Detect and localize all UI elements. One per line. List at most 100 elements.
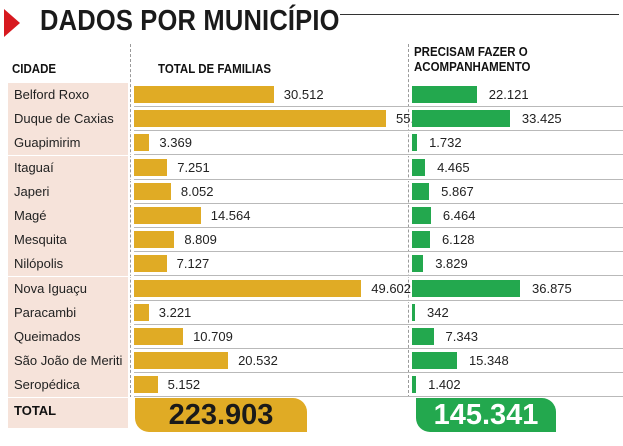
row-divider — [134, 299, 623, 301]
value-label-acomp: 33.425 — [521, 111, 562, 127]
column-header-acomp: PRECISAM FAZER O ACOMPANHAMENTO — [414, 45, 530, 75]
city-cell: Nilópolis — [8, 252, 128, 277]
value-label-acomp: 1.402 — [428, 377, 461, 393]
table-row: Mesquita 8.809 6.128 — [8, 228, 623, 254]
bar-acompanhamento — [412, 207, 431, 224]
page-title: DADOS POR MUNICÍPIO — [40, 5, 340, 37]
city-cell: Mesquita — [8, 228, 128, 253]
city-cell: Japeri — [8, 179, 128, 204]
table-row: Itaguaí 7.251 4.465 — [8, 155, 623, 181]
city-cell: Seropédica — [8, 373, 128, 398]
total-familias-badge: 223.903 — [135, 398, 307, 432]
value-label-acomp: 3.829 — [435, 256, 468, 272]
city-name: Paracambi — [14, 304, 77, 320]
value-label-acomp: 36.875 — [532, 280, 572, 296]
table-row: Japeri 8.052 5.867 — [8, 179, 623, 205]
city-name: Japeri — [14, 183, 50, 199]
row-divider — [134, 178, 623, 180]
row-divider — [134, 227, 623, 228]
row-divider — [134, 106, 623, 107]
city-name: Nilópolis — [14, 256, 64, 272]
bar-acompanhamento — [412, 231, 430, 249]
bar-acompanhamento — [412, 303, 415, 321]
value-label-total: 10.709 — [193, 329, 233, 344]
divider-total-acomp — [408, 44, 409, 398]
value-label-total: 3.221 — [158, 304, 192, 320]
city-name: Guapimirim — [14, 135, 81, 151]
bar-total-familias — [134, 207, 201, 224]
table-row: Duque de Caxias55.00333.425 — [8, 107, 623, 133]
city-cell: Queimados — [8, 325, 128, 349]
table-row: Belford Roxo 30.512 22.121 — [8, 83, 623, 108]
city-name: São João de Meriti — [14, 353, 123, 369]
bar-acompanhamento — [412, 328, 434, 345]
column-header-total: TOTAL DE FAMILIAS — [158, 62, 272, 76]
value-label-total: 14.564 — [210, 208, 251, 223]
bar-total-familias — [134, 255, 167, 273]
value-label-acomp: 22.121 — [488, 87, 529, 102]
city-cell: Itaguaí — [8, 155, 128, 180]
bar-total-familias — [134, 110, 386, 128]
city-name: Queimados — [14, 329, 81, 344]
table-row: São João de Meriti 20.532 15.348 — [8, 349, 623, 375]
row-divider — [134, 323, 623, 325]
city-name: Magé — [14, 208, 47, 223]
city-name: Nova Iguaçu — [14, 280, 87, 296]
divider-city-total — [130, 44, 131, 398]
totals-label: TOTAL — [14, 403, 57, 418]
column-header-acomp-line2: ACOMPANHAMENTO — [414, 60, 531, 74]
table-row: Guapimirim 3.369 1.732 — [8, 131, 623, 157]
row-divider — [134, 251, 623, 253]
row-divider — [134, 154, 623, 156]
bar-total-familias — [134, 158, 168, 176]
value-label-total: 8.809 — [184, 232, 217, 248]
city-cell: Duque de Caxias — [8, 107, 128, 132]
value-label-acomp: 1.732 — [429, 135, 462, 151]
bar-acompanhamento — [412, 376, 417, 394]
value-label-total: 8.052 — [180, 183, 214, 199]
column-header-city: CIDADE — [12, 62, 57, 76]
row-divider — [134, 348, 623, 349]
table-row: Seropédica 5.152 1.402 — [8, 373, 623, 399]
value-label-total: 30.512 — [283, 87, 324, 102]
bar-total-familias — [134, 182, 171, 200]
value-label-total: 7.251 — [177, 159, 210, 175]
row-divider — [134, 396, 623, 398]
value-label-acomp: 4.465 — [437, 159, 470, 175]
bar-total-familias — [134, 376, 158, 394]
bar-total-familias — [134, 328, 184, 345]
city-name: Belford Roxo — [14, 87, 90, 102]
value-label-total: 20.532 — [238, 353, 278, 369]
bar-acompanhamento — [412, 110, 510, 128]
value-label-total: 5.152 — [167, 377, 201, 393]
city-cell: Belford Roxo — [8, 83, 128, 107]
bar-acompanhamento — [412, 86, 477, 103]
totals-row: TOTAL 223.903 145.341 — [8, 398, 623, 432]
city-cell: Paracambi — [8, 300, 128, 325]
table-row: Paracambi 3.221 342 — [8, 300, 623, 326]
bar-total-familias — [134, 303, 149, 321]
bar-acompanhamento — [412, 158, 426, 176]
row-divider — [134, 202, 623, 204]
bar-total-familias — [134, 86, 274, 103]
value-label-acomp: 342 — [427, 304, 449, 320]
city-cell: Guapimirim — [8, 131, 128, 156]
column-header-acomp-line1: PRECISAM FAZER O — [414, 45, 528, 59]
title-divider — [340, 14, 619, 15]
bar-total-familias — [134, 279, 362, 297]
table-row: Nova Iguaçu 49.602 36.875 — [8, 276, 623, 302]
value-label-acomp: 6.128 — [441, 232, 475, 248]
table-row: Queimados 10.709 7.343 — [8, 325, 623, 350]
table-row: Magé 14.564 6.464 — [8, 204, 623, 229]
city-cell: Nova Iguaçu — [8, 276, 128, 301]
value-label-acomp: 5.867 — [441, 183, 474, 199]
bar-total-familias — [134, 134, 150, 152]
city-name: Itaguaí — [14, 159, 54, 175]
title-accent-marker — [4, 9, 20, 37]
bar-total-familias — [134, 231, 175, 249]
city-name: Seropédica — [14, 377, 80, 393]
city-name: Mesquita — [14, 232, 67, 248]
value-label-acomp: 7.343 — [445, 329, 479, 344]
value-label-total: 7.127 — [176, 256, 210, 272]
totals-label-cell: TOTAL — [8, 398, 128, 428]
